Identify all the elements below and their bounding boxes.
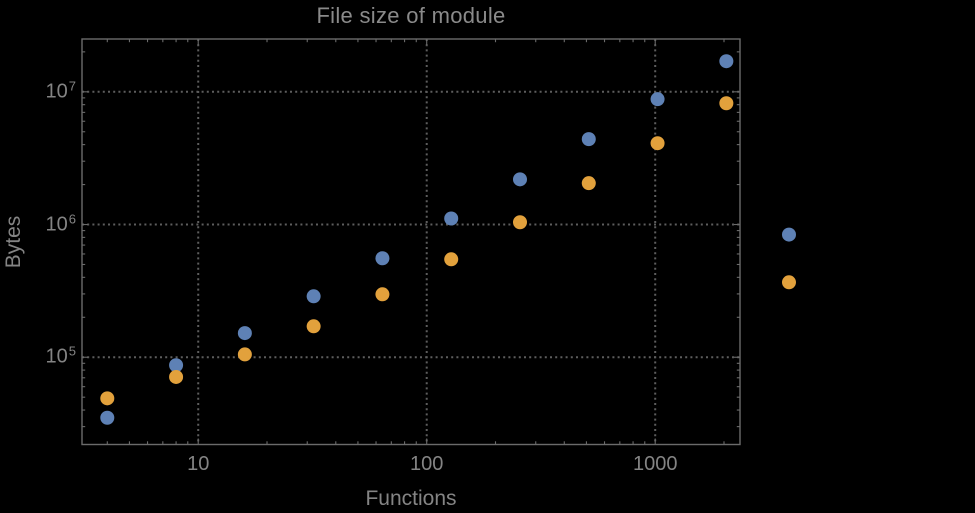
data-point-orange: [581, 176, 596, 191]
data-point-blue: [581, 132, 596, 147]
data-point-blue: [512, 172, 527, 187]
data-point-blue: [306, 289, 321, 304]
x-tick-label: 1000: [632, 452, 678, 475]
data-point-orange: [169, 369, 184, 384]
x-axis-label: Functions: [365, 487, 457, 510]
chart-title: File size of module: [316, 3, 506, 28]
data-point-blue: [375, 251, 390, 266]
data-point-blue: [237, 326, 252, 341]
y-axis-label: Bytes: [2, 215, 25, 269]
data-point-orange: [100, 391, 115, 406]
x-tick-label: 10: [187, 452, 210, 475]
data-point-orange: [237, 347, 252, 362]
data-point-orange: [512, 215, 527, 230]
x-tick-label: 100: [410, 452, 444, 475]
data-point-blue: [444, 211, 459, 226]
data-point-blue: [100, 410, 115, 425]
plot-frame: [81, 38, 741, 446]
data-point-blue: [169, 358, 184, 373]
data-point-blue: [650, 92, 665, 107]
data-point-orange: [375, 287, 390, 302]
y-tick-label: 105: [45, 343, 76, 368]
data-point-orange: [444, 252, 459, 267]
data-point-orange: [719, 96, 734, 111]
data-point-orange: [781, 275, 796, 290]
y-tick-label: 107: [45, 78, 76, 103]
y-tick-label: 106: [45, 211, 76, 236]
data-point-orange: [650, 136, 665, 151]
data-point-blue: [719, 54, 734, 69]
data-point-blue: [781, 227, 796, 242]
data-point-orange: [306, 319, 321, 334]
